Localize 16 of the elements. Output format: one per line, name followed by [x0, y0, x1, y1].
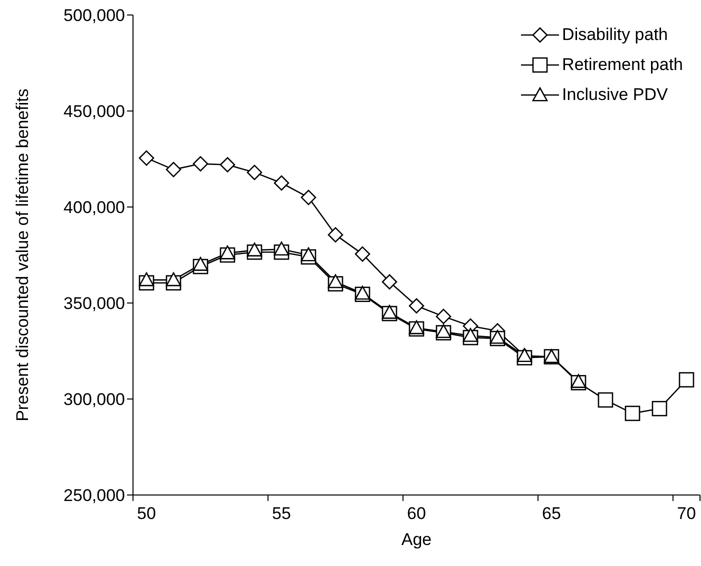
x-axis-title: Age	[401, 530, 432, 549]
x-tick-label: 70	[677, 504, 696, 523]
legend-label: Disability path	[562, 24, 668, 46]
y-tick-label: 500,000	[64, 6, 125, 26]
x-tick-label: 60	[407, 504, 426, 523]
y-tick-label: 450,000	[64, 102, 125, 122]
y-axis-title: Present discounted value of lifetime benefits	[13, 88, 32, 422]
y-tick-label: 350,000	[64, 294, 125, 314]
legend-label: Inclusive PDV	[562, 84, 668, 106]
y-tick-label: 250,000	[64, 486, 125, 506]
x-tick-label: 50	[137, 504, 156, 523]
x-tick-label: 55	[272, 504, 291, 523]
legend-label: Retirement path	[562, 54, 683, 76]
y-tick-label: 400,000	[64, 198, 125, 218]
x-tick-label: 65	[542, 504, 561, 523]
y-tick-label: 300,000	[64, 390, 125, 410]
